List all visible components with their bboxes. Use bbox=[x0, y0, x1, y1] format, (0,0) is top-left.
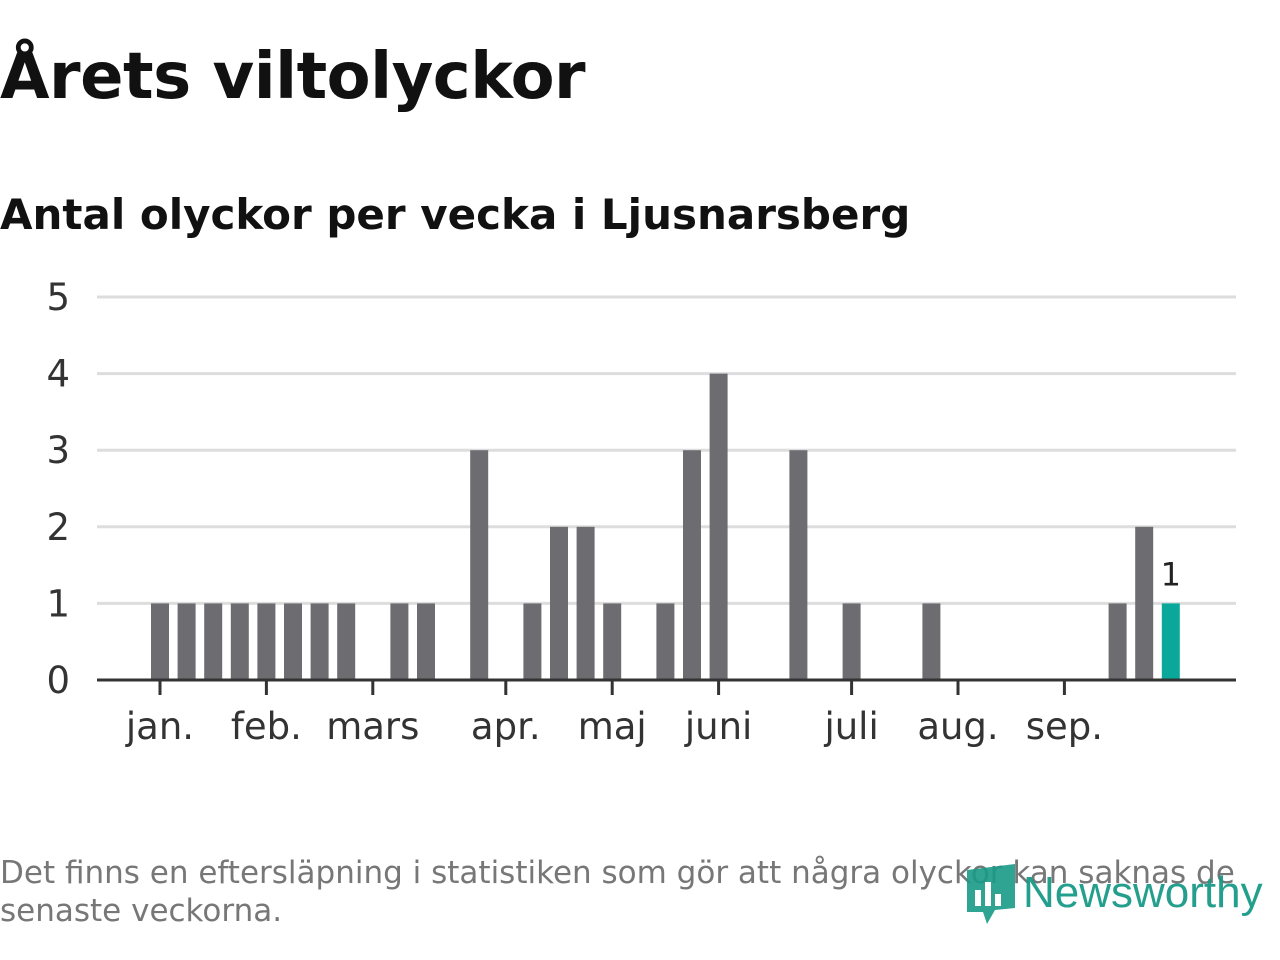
axis-labels: 0 1 2 3 4 5 1 jan. feb. mars apr. maj juni juli aug. se… bbox=[46, 276, 1181, 748]
bar bbox=[470, 450, 489, 680]
bar bbox=[922, 603, 941, 680]
x-tick-label: maj bbox=[578, 705, 647, 748]
x-tick-label: apr. bbox=[471, 705, 541, 748]
bar bbox=[550, 526, 568, 680]
bar bbox=[310, 603, 329, 680]
x-tick-label: juli bbox=[823, 705, 878, 748]
bar bbox=[284, 603, 302, 680]
x-tick-label: mars bbox=[326, 705, 419, 748]
bar bbox=[789, 450, 808, 680]
bar bbox=[603, 603, 622, 680]
bar bbox=[257, 603, 276, 680]
x-tick-label: aug. bbox=[917, 705, 998, 748]
chart-subtitle: Antal olyckor per vecka i Ljusnarsberg bbox=[0, 190, 911, 239]
x-tick-label: feb. bbox=[231, 705, 302, 748]
bar bbox=[417, 603, 435, 680]
bar-value-label: 1 bbox=[1161, 555, 1181, 593]
x-tick-label: jan. bbox=[125, 705, 194, 748]
bar bbox=[842, 603, 861, 680]
bar bbox=[1135, 526, 1154, 680]
x-tick-label: juni bbox=[684, 705, 752, 748]
y-tick-label: 4 bbox=[46, 353, 70, 396]
bar bbox=[1108, 603, 1127, 680]
grid-lines bbox=[97, 295, 1236, 605]
bar bbox=[390, 603, 409, 680]
bar bbox=[151, 603, 169, 680]
bar-chart-icon bbox=[967, 864, 1015, 924]
bar bbox=[656, 603, 675, 680]
bar bbox=[337, 603, 356, 680]
logo-text: Newsworthy bbox=[1023, 868, 1263, 917]
bar bbox=[523, 603, 542, 680]
y-tick-label: 2 bbox=[46, 506, 70, 549]
bar bbox=[230, 603, 249, 680]
newsworthy-logo: Newsworthy bbox=[965, 860, 1263, 926]
bars bbox=[151, 373, 1180, 680]
y-tick-label: 5 bbox=[46, 276, 70, 319]
bar bbox=[204, 603, 223, 680]
bar bbox=[709, 373, 728, 680]
y-tick-label: 1 bbox=[46, 582, 70, 625]
bar-current-week bbox=[1161, 603, 1180, 680]
footnote: Det finns en eftersläpning i statistiken… bbox=[0, 855, 1235, 929]
x-tick-label: sep. bbox=[1026, 705, 1103, 748]
chart-title: Årets viltolyckor bbox=[0, 40, 586, 114]
x-axis bbox=[97, 678, 1236, 695]
bar bbox=[177, 603, 196, 680]
y-tick-label: 0 bbox=[46, 659, 70, 702]
bar bbox=[576, 526, 595, 680]
y-tick-label: 3 bbox=[46, 429, 70, 472]
bar bbox=[683, 450, 701, 680]
